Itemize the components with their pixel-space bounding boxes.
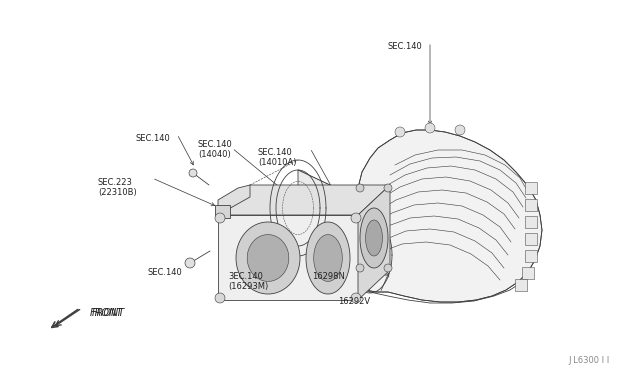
Bar xyxy=(525,250,537,262)
Text: SEC.140: SEC.140 xyxy=(388,42,423,51)
Circle shape xyxy=(351,293,361,303)
Text: 16298N: 16298N xyxy=(312,272,345,281)
Circle shape xyxy=(189,169,197,177)
Circle shape xyxy=(455,125,465,135)
Circle shape xyxy=(356,184,364,192)
Circle shape xyxy=(384,184,392,192)
Text: J L6300 I I: J L6300 I I xyxy=(569,356,610,365)
Bar xyxy=(515,279,527,291)
Circle shape xyxy=(215,213,225,223)
Circle shape xyxy=(185,258,195,268)
Text: FRONT: FRONT xyxy=(92,308,125,318)
Text: 3EC.140
(16293M): 3EC.140 (16293M) xyxy=(228,272,268,291)
Text: 16292V: 16292V xyxy=(338,297,370,306)
Circle shape xyxy=(425,123,435,133)
Polygon shape xyxy=(218,215,358,300)
Polygon shape xyxy=(215,205,230,218)
Polygon shape xyxy=(218,185,250,215)
Circle shape xyxy=(395,127,405,137)
Polygon shape xyxy=(306,222,350,294)
Polygon shape xyxy=(314,235,342,281)
Bar xyxy=(522,267,534,279)
Polygon shape xyxy=(298,170,368,273)
Polygon shape xyxy=(358,185,390,300)
Polygon shape xyxy=(218,185,390,215)
Polygon shape xyxy=(348,130,542,302)
Polygon shape xyxy=(236,222,300,294)
Bar xyxy=(525,199,537,211)
Polygon shape xyxy=(365,220,383,256)
Text: SEC.223
(22310B): SEC.223 (22310B) xyxy=(98,178,137,198)
Bar xyxy=(525,182,537,194)
Bar xyxy=(525,216,537,228)
Text: SEC.140
(14040): SEC.140 (14040) xyxy=(198,140,233,159)
Text: SEC.140
(14010A): SEC.140 (14010A) xyxy=(258,148,296,167)
Circle shape xyxy=(215,293,225,303)
Circle shape xyxy=(356,264,364,272)
Circle shape xyxy=(351,213,361,223)
Circle shape xyxy=(384,264,392,272)
Polygon shape xyxy=(247,235,289,281)
Text: SEC.140: SEC.140 xyxy=(135,134,170,143)
Text: FRONT: FRONT xyxy=(90,308,124,318)
Text: SEC.140: SEC.140 xyxy=(148,268,183,277)
Polygon shape xyxy=(360,208,388,268)
Bar xyxy=(525,233,537,245)
